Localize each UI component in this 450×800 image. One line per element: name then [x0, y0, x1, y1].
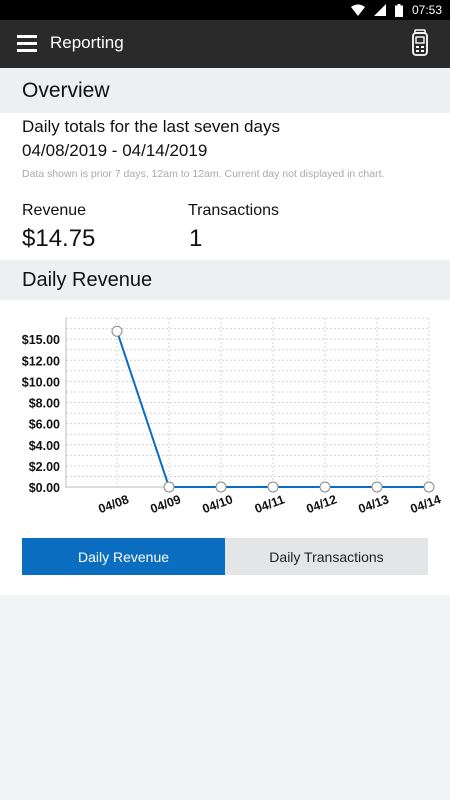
status-icons: 07:53 — [350, 2, 442, 18]
daily-revenue-toggle[interactable]: Daily Revenue — [22, 538, 225, 575]
overview-card: Daily totals for the last seven days 04/… — [0, 113, 450, 260]
data-point — [111, 325, 123, 337]
daily-revenue-chart: $0.00 $2.00 $4.00 $6.00 $8.00 $10.00 $12.00 $15… — [22, 317, 443, 516]
y-tick-label: $6.00 — [29, 418, 60, 432]
page-title: Reporting — [50, 33, 124, 52]
x-tick-label: 04/13 — [357, 492, 391, 516]
overview-note: Data shown is prior 7 days, 12am to 12am… — [22, 168, 385, 180]
y-tick-label: $4.00 — [29, 439, 60, 453]
x-tick-label: 04/11 — [253, 492, 287, 516]
overview-subtitle: Daily totals for the last seven days — [22, 117, 280, 136]
card-reader-icon — [412, 29, 428, 56]
status-bar: 07:53 — [0, 0, 450, 20]
x-tick-label: 04/09 — [149, 492, 183, 516]
x-tick-label: 04/12 — [305, 492, 339, 516]
data-point — [371, 481, 383, 493]
y-tick-label: $12.00 — [22, 354, 60, 368]
menu-icon-line — [17, 35, 37, 38]
menu-icon-line — [17, 42, 37, 45]
x-tick-label: 04/14 — [409, 492, 443, 516]
battery-icon — [394, 3, 403, 17]
menu-button[interactable] — [17, 35, 39, 53]
card-reader-button[interactable] — [412, 29, 428, 57]
data-point — [163, 481, 175, 493]
app-bar: Reporting — [0, 20, 450, 68]
chart-card: $0.00 $2.00 $4.00 $6.00 $8.00 $10.00 $12.00 $15… — [0, 300, 450, 595]
y-tick-label: $8.00 — [29, 397, 60, 411]
revenue-label: Revenue — [22, 202, 87, 219]
data-point — [319, 481, 331, 493]
overview-date-range: 04/08/2019 - 04/14/2019 — [22, 141, 208, 160]
wifi-icon — [350, 4, 365, 16]
y-tick-label: $15.00 — [22, 333, 60, 347]
daily-revenue-section-header: Daily Revenue — [0, 260, 450, 300]
y-tick-label: $2.00 — [29, 460, 60, 474]
x-tick-label: 04/10 — [201, 492, 235, 516]
data-point — [215, 481, 227, 493]
transactions-value: 1 — [189, 225, 203, 252]
y-tick-label: $0.00 — [29, 481, 60, 495]
data-point — [423, 481, 435, 493]
data-point — [267, 481, 279, 493]
daily-transactions-toggle[interactable]: Daily Transactions — [225, 538, 428, 575]
transactions-label: Transactions — [188, 202, 279, 219]
status-time: 07:53 — [411, 3, 442, 17]
daily-revenue-title: Daily Revenue — [22, 269, 153, 291]
x-tick-label: 04/08 — [97, 492, 131, 516]
overview-title: Overview — [22, 79, 110, 102]
signal-icon — [373, 4, 386, 16]
menu-icon-line — [17, 49, 37, 52]
y-tick-label: $10.00 — [22, 375, 60, 389]
overview-section-header: Overview — [0, 69, 450, 113]
revenue-value: $14.75 — [22, 225, 96, 252]
